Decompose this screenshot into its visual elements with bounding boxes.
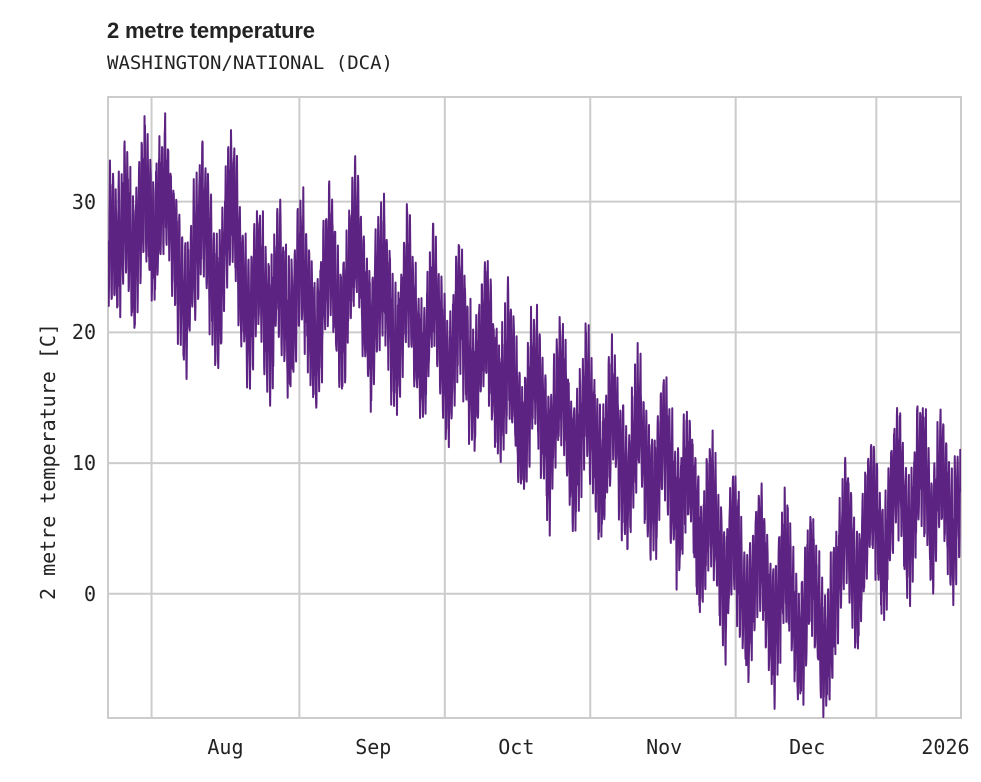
x-tick-label: Nov: [646, 735, 683, 759]
series-lines: [108, 112, 961, 718]
y-tick-label: 10: [71, 451, 96, 476]
x-tick-label: Aug: [207, 735, 244, 759]
x-tick-label: 2026: [921, 735, 970, 759]
chart-subtitle: WASHINGTON/NATIONAL (DCA): [107, 52, 393, 74]
x-tick-label: Sep: [355, 735, 392, 759]
page-title: 2 metre temperature: [107, 18, 315, 43]
x-tick-label: Oct: [498, 735, 535, 759]
plot-border: [107, 96, 962, 719]
y-tick-label: 30: [71, 189, 96, 214]
x-tick-label: Dec: [789, 735, 826, 759]
y-tick-label: 20: [71, 320, 96, 345]
series-line: [108, 112, 961, 718]
y-tick-label: 0: [83, 581, 96, 606]
